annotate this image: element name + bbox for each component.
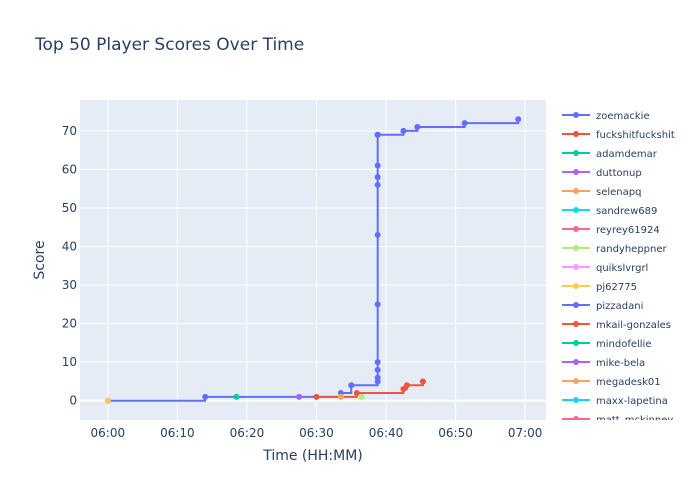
data-point [104,397,111,404]
x-tick-label: 06:00 [91,426,126,440]
data-point [374,162,381,169]
legend-label: matt_mckinney [596,415,673,426]
data-point [374,181,381,188]
legend-swatch-marker [573,283,579,289]
legend-label: duttonup [596,168,642,179]
y-tick-label: 50 [62,201,77,215]
y-tick-label: 0 [69,394,77,408]
legend-label: selenapq [596,187,641,198]
legend-label: sandrew689 [596,206,657,217]
series-layer [104,116,522,404]
data-point [374,231,381,238]
x-tick-label: 06:50 [438,426,473,440]
y-tick-label: 20 [62,317,77,331]
data-point [400,386,407,393]
plot-background [80,100,546,420]
legend-swatch-marker [573,207,579,213]
legend-label: adamdemar [596,149,658,160]
legend-swatch-marker [573,359,579,365]
axis-layer: 06:00 06:10 06:20 06:30 06:40 06:50 07:00 0 10 20… [62,124,543,440]
x-tick-label: 06:10 [160,426,195,440]
data-point [374,301,381,308]
legend-swatch-marker [573,264,579,270]
legend[interactable]: zoemackie fuckshitfuckshit adamdemar dutton… [562,111,675,426]
legend-swatch-marker [573,226,579,232]
x-tick-label: 06:20 [230,426,265,440]
legend-label: mkail-gonzales [596,320,671,331]
data-point [202,393,209,400]
legend-swatch-marker [573,245,579,251]
x-tick-label: 07:00 [508,426,543,440]
legend-label: quikslvrgrl [596,263,648,274]
legend-swatch-marker [573,378,579,384]
y-axis-title: Score [32,240,48,279]
data-point [419,378,426,385]
legend-swatch-marker [573,397,579,403]
legend-swatch-marker [573,302,579,308]
data-point [374,359,381,366]
chart-title: Top 50 Player Scores Over Time [34,35,304,55]
data-point [515,116,522,123]
data-point [400,127,407,134]
legend-swatch-marker [573,188,579,194]
data-point [353,390,360,397]
legend-label: zoemackie [596,111,650,122]
data-point [414,123,421,130]
x-axis-title: Time (HH:MM) [262,448,363,464]
legend-label: fuckshitfuckshit [596,130,675,141]
x-tick-label: 06:40 [369,426,404,440]
y-tick-label: 70 [62,124,77,138]
x-tick-label: 06:30 [299,426,334,440]
legend-swatch-marker [573,340,579,346]
legend-swatch-marker [573,112,579,118]
data-point [374,174,381,181]
data-point [403,382,410,389]
legend-label: mike-bela [596,358,645,369]
legend-swatch-marker [573,321,579,327]
legend-swatch-marker [573,150,579,156]
grid-layer [80,100,546,420]
y-tick-label: 30 [62,278,77,292]
data-point [374,374,381,381]
legend-swatch-marker [573,169,579,175]
legend-label: mindofellie [596,339,651,350]
legend-swatch-marker [573,131,579,137]
data-point [374,131,381,138]
legend-label: pizzadani [596,301,643,312]
data-point [374,366,381,373]
data-point [358,393,365,400]
legend-label: megadesk01 [596,377,661,388]
data-point [348,382,355,389]
legend-swatch-marker [573,416,579,420]
data-point [337,393,344,400]
data-point [461,120,468,127]
legend-label: reyrey61924 [596,225,660,236]
y-tick-label: 60 [62,162,77,176]
legend-label: randyheppner [596,244,668,255]
legend-label: maxx-lapetina [596,396,668,407]
y-tick-label: 40 [62,240,77,254]
data-point [233,393,240,400]
legend-label: pj62775 [596,282,637,293]
data-point [296,393,303,400]
data-point [313,393,320,400]
y-tick-label: 10 [62,355,77,369]
